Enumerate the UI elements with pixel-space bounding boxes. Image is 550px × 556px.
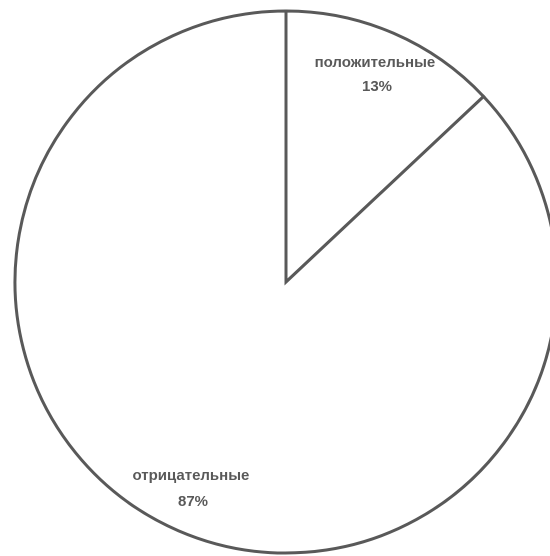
slice-name-negative: отрицательные [132, 467, 249, 484]
slice-positive [284, 9, 486, 286]
pie-labels: положительные 13% отрицательные 87% [132, 54, 440, 510]
slice-name-positive: положительные [315, 54, 436, 71]
slice-value-positive: 13% [362, 78, 392, 95]
slice-value-negative: 87% [178, 493, 208, 510]
slice-negative [13, 9, 550, 555]
pie-slices [13, 9, 550, 555]
slice-label-negative: отрицательные 87% [132, 467, 253, 510]
slice-label-positive: положительные 13% [315, 54, 440, 95]
